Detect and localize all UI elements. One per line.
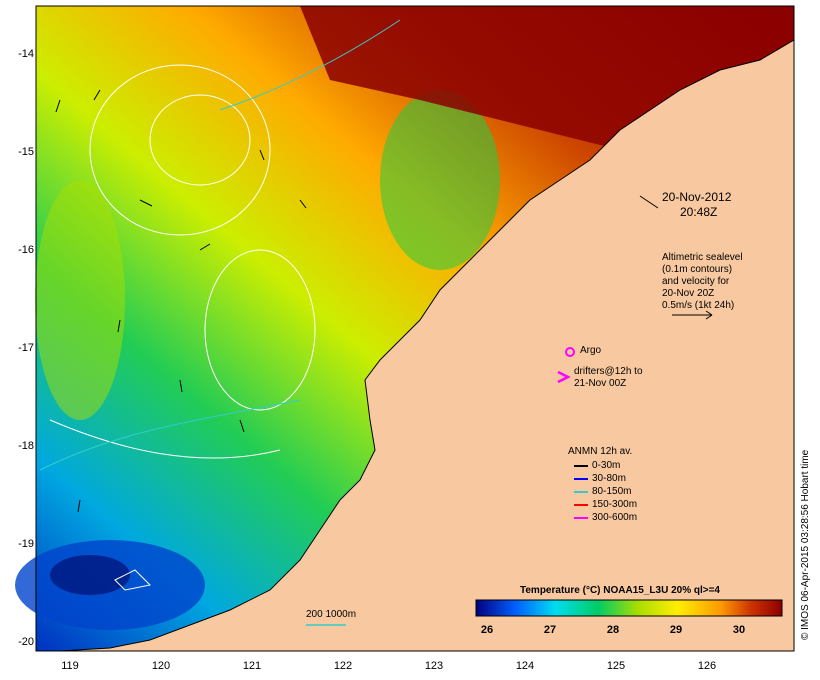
anmn-legend-item: 150-300m <box>592 499 638 510</box>
velocity-arrows <box>55 89 307 513</box>
x-tick: 124 <box>515 660 535 672</box>
colorbar-tick: 28 <box>606 624 620 636</box>
x-tick: 125 <box>606 660 626 672</box>
colorbar-tick: 27 <box>543 624 557 636</box>
colorbar-tick: 26 <box>480 624 494 636</box>
x-tick: 126 <box>697 660 717 672</box>
x-tick: 122 <box>333 660 353 672</box>
anmn-legend-arrows <box>574 465 588 519</box>
drifter-icon <box>557 370 571 384</box>
isobath-lines <box>39 19 401 471</box>
imos-credit: © IMOS 06-Apr-2015 03:28:56 Hobart time <box>800 449 811 640</box>
argo-icon <box>565 347 575 357</box>
drifters-label-line1: drifters@12h to <box>574 366 643 377</box>
colorbar-tick: 29 <box>669 624 683 636</box>
anmn-legend-item: 80-150m <box>592 486 632 497</box>
argo-label: Argo <box>580 345 602 356</box>
time-label: 20:48Z <box>680 205 718 219</box>
velocity-scale-arrow <box>672 310 713 320</box>
land-mass <box>59 39 795 652</box>
altimetry-line: and velocity for <box>662 276 730 287</box>
x-tick: 119 <box>61 660 79 672</box>
drifters-label-line2: 21-Nov 00Z <box>574 378 627 389</box>
date-label: 20-Nov-2012 <box>662 190 732 204</box>
anmn-legend-item: 300-600m <box>592 512 638 523</box>
colorbar-title: Temperature (°C) NOAA15_L3U 20% ql>=4 <box>520 585 720 596</box>
altimetry-line: 20-Nov 20Z <box>662 288 715 299</box>
anmn-legend-item: 0-30m <box>592 460 621 471</box>
anmn-legend-item: 30-80m <box>592 473 626 484</box>
sealevel-contours <box>49 64 316 591</box>
anmn-legend-title: ANMN 12h av. <box>568 446 633 457</box>
y-tick: -20 <box>18 636 34 648</box>
x-tick: 123 <box>424 660 444 672</box>
y-tick: -14 <box>18 48 34 60</box>
y-tick: -18 <box>18 440 34 452</box>
y-tick: -15 <box>18 146 34 158</box>
y-tick: -16 <box>18 244 34 256</box>
map-border <box>35 5 795 652</box>
y-tick: -17 <box>18 342 34 354</box>
x-tick: 121 <box>242 660 262 672</box>
isobath-label: 200 1000m <box>306 609 357 620</box>
colorbar-tick: 30 <box>732 624 746 636</box>
altimetry-line: (0.1m contours) <box>662 264 733 275</box>
green-water-band <box>380 90 500 270</box>
x-tick: 120 <box>151 660 171 672</box>
altimetry-line: Altimetric sealevel <box>662 252 743 263</box>
colorbar <box>475 599 783 617</box>
altimetry-line: 0.5m/s (1kt 24h) <box>662 300 735 311</box>
y-tick: -19 <box>18 538 34 550</box>
